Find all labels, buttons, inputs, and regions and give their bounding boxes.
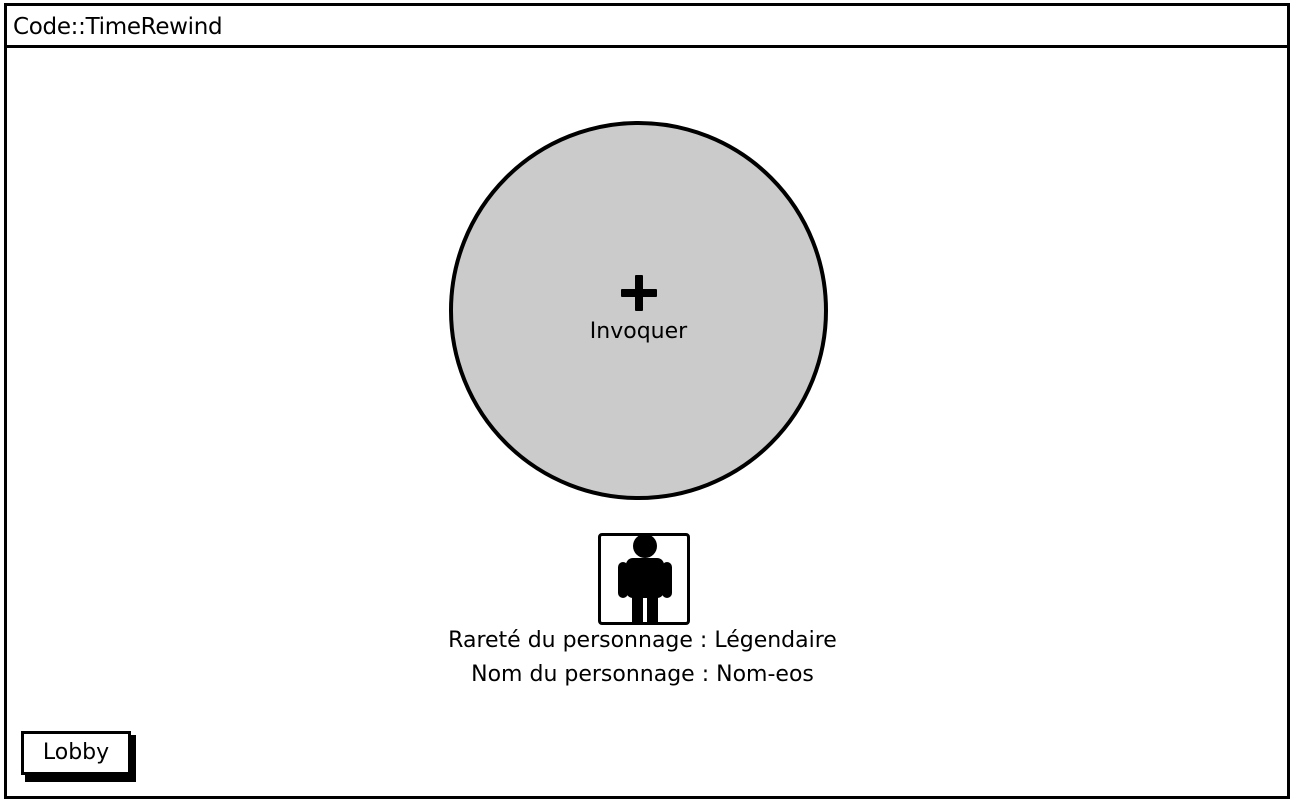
person-icon: [618, 536, 672, 622]
window-title: Code::TimeRewind: [13, 14, 223, 40]
character-avatar: [598, 533, 690, 625]
plus-icon: [621, 275, 657, 311]
title-bar: Code::TimeRewind: [7, 6, 1287, 48]
character-name: Nom du personnage : Nom-eos: [471, 662, 814, 687]
summon-button[interactable]: Invoquer: [449, 121, 828, 500]
summon-label: Invoquer: [589, 319, 688, 344]
character-rarity: Rareté du personnage : Légendaire: [448, 628, 837, 653]
lobby-button[interactable]: Lobby: [21, 731, 131, 775]
